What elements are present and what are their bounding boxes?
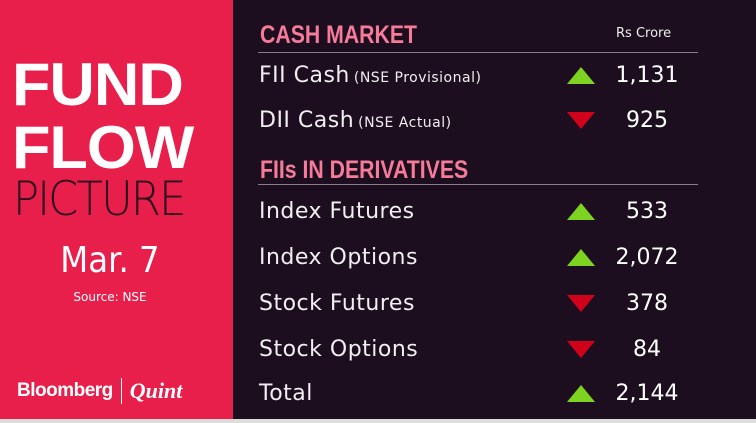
row-value: 925 (626, 107, 668, 133)
logo-bloomberg: Bloomberg (17, 380, 113, 401)
row-value: 84 (633, 336, 661, 362)
unit-label: Rs Crore (616, 26, 672, 41)
row-label-text: FII Cash (259, 62, 350, 88)
row-label-note: (NSE Provisional) (353, 69, 482, 86)
row-label-text: Index Futures (259, 198, 415, 224)
row-label-text: Stock Futures (259, 290, 415, 316)
row-value: 533 (626, 198, 668, 224)
row-value: 378 (626, 290, 668, 316)
title-fund: FUND (12, 51, 184, 118)
cash-market-header: CASH MARKET (260, 21, 418, 49)
row-label: Stock Futures (259, 291, 567, 316)
table-row: Stock Futures 378 (259, 288, 689, 318)
divider (258, 184, 698, 185)
table-row: FII Cash (NSE Provisional) 1,131 (259, 60, 689, 90)
row-label-note: (NSE Actual) (358, 114, 452, 131)
row-label-text: DII Cash (259, 107, 355, 133)
table-row: Stock Options 84 (259, 334, 689, 364)
title-flow: FLOW (12, 114, 194, 181)
logo-divider (120, 378, 122, 404)
divider (258, 52, 698, 53)
triangle-up-icon (567, 248, 595, 266)
row-label-text: Stock Options (259, 336, 419, 362)
triangle-down-icon (567, 111, 595, 129)
row-value: 2,072 (615, 244, 679, 270)
row-label: FII Cash (NSE Provisional) (259, 63, 567, 88)
title-panel: FUND FLOW PICTURE Mar. 7 Source: NSE Blo… (0, 0, 233, 419)
row-label: DII Cash (NSE Actual) (259, 108, 567, 133)
logo-quint: Quint (129, 378, 183, 403)
derivatives-header: FIIs IN DERIVATIVES (260, 156, 469, 184)
triangle-up-icon (567, 66, 595, 84)
row-label: Index Options (259, 245, 567, 270)
row-label-text: Index Options (259, 244, 418, 270)
bottom-border (0, 419, 756, 423)
triangle-up-icon (567, 202, 595, 220)
row-label-text: Total (259, 380, 313, 406)
table-row: Index Options 2,072 (259, 242, 689, 272)
row-value: 2,144 (615, 380, 679, 406)
row-value: 1,131 (615, 62, 679, 88)
table-row: Index Futures 533 (259, 196, 689, 226)
triangle-up-icon (567, 384, 595, 402)
row-label: Index Futures (259, 199, 567, 224)
triangle-down-icon (567, 340, 595, 358)
table-row: DII Cash (NSE Actual) 925 (259, 105, 689, 135)
title-picture: PICTURE (13, 172, 186, 227)
triangle-down-icon (567, 294, 595, 312)
row-label: Total (259, 381, 567, 406)
date: Mar. 7 (60, 240, 160, 281)
logo: Bloomberg Quint (17, 378, 182, 404)
source: Source: NSE (73, 290, 147, 304)
table-row: Total 2,144 (259, 378, 689, 408)
row-label: Stock Options (259, 337, 567, 362)
